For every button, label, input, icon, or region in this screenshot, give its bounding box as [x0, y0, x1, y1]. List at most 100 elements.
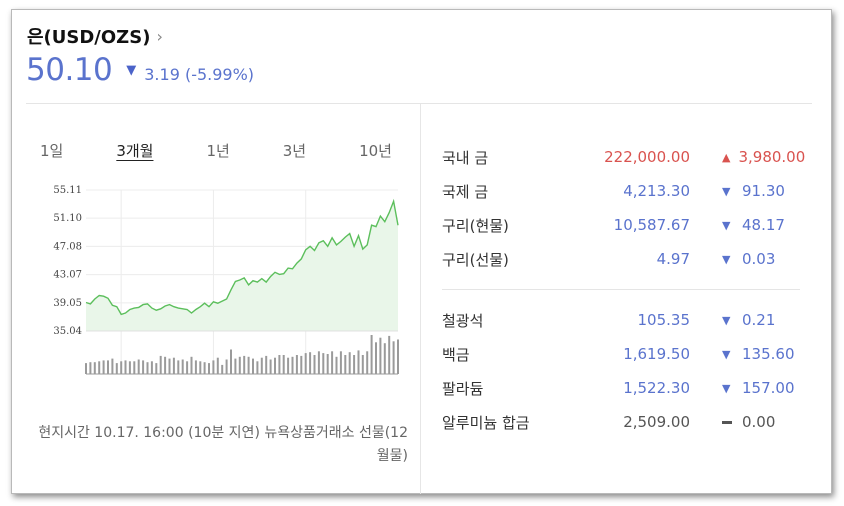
volume-bar — [124, 360, 127, 374]
quote-change-value: 135.60 — [742, 345, 795, 363]
divider — [442, 289, 800, 290]
quote-name[interactable]: 알루미늄 합금 — [442, 413, 530, 432]
volume-bar — [203, 362, 206, 374]
volume-bar — [295, 355, 298, 374]
volume-bar — [85, 363, 87, 374]
volume-bar — [344, 355, 347, 374]
y-tick-label: 39.05 — [53, 298, 82, 309]
quote-row[interactable]: 철광석 105.35 ▼ 0.21 — [442, 303, 812, 337]
volume-bar — [269, 359, 272, 374]
volume-bar — [168, 358, 171, 374]
quote-change: ▼ 48.17 — [690, 216, 802, 234]
volume-bar — [300, 355, 303, 374]
chevron-right-icon[interactable]: › — [156, 26, 163, 46]
volume-bar — [133, 361, 136, 374]
volume-bar — [159, 355, 162, 374]
quote-change: ▼ 0.21 — [690, 311, 802, 329]
volume-bar — [142, 360, 145, 374]
volume-bar — [252, 358, 254, 374]
current-price: 50.10 — [26, 52, 113, 88]
up-triangle-icon: ▲ — [722, 150, 731, 164]
price-chart[interactable]: 55.1151.1047.0843.0739.0535.0408/0109/01… — [36, 175, 406, 375]
tab-1y[interactable]: 1년 — [206, 142, 230, 160]
quote-name[interactable]: 국제 금 — [442, 182, 489, 201]
volume-bar — [199, 361, 202, 374]
volume-bar — [304, 353, 307, 374]
quote-row[interactable]: 구리(현물) 10,587.67 ▼ 48.17 — [442, 208, 812, 242]
quote-value: 1,619.50 — [623, 345, 690, 363]
tab-1d[interactable]: 1일 — [40, 142, 64, 160]
commodity-title[interactable]: 은(USD/OZS) — [27, 27, 151, 48]
volume-bar — [339, 351, 342, 374]
quote-name[interactable]: 국내 금 — [442, 148, 489, 167]
quote-row[interactable]: 국내 금 222,000.00 ▲ 3,980.00 — [442, 140, 812, 174]
tab-10y[interactable]: 10년 — [359, 142, 392, 160]
price-area — [86, 201, 398, 331]
volume-bar — [102, 360, 105, 374]
quote-row[interactable]: 구리(선물) 4.97 ▼ 0.03 — [442, 242, 812, 276]
volume-bar — [234, 358, 237, 374]
volume-bar — [186, 361, 189, 374]
quote-value: 10,587.67 — [613, 216, 690, 234]
volume-bar — [317, 351, 320, 374]
quote-change: ▼ 91.30 — [690, 182, 802, 200]
y-tick-label: 55.11 — [53, 185, 82, 196]
quote-change-value: 48.17 — [742, 216, 785, 234]
quote-change: 0.00 — [690, 413, 802, 431]
volume-bar — [287, 357, 290, 374]
price-change: 3.19 (-5.99%) — [144, 65, 255, 84]
title-row[interactable]: 은(USD/OZS) › — [27, 23, 163, 49]
volume-bar — [383, 343, 386, 374]
quote-name[interactable]: 구리(선물) — [442, 250, 509, 269]
volume-bar — [313, 355, 316, 374]
quote-change: ▼ 135.60 — [690, 345, 802, 363]
quote-change-value: 157.00 — [742, 379, 795, 397]
volume-bar — [172, 357, 175, 374]
quotes-group-metals: 국내 금 222,000.00 ▲ 3,980.00 국제 금 4,213.30 … — [442, 140, 812, 276]
quote-value: 2,509.00 — [623, 413, 690, 431]
down-triangle-icon: ▼ — [722, 347, 731, 361]
quote-name[interactable]: 구리(현물) — [442, 216, 509, 235]
flat-dash-icon — [722, 420, 732, 424]
volume-bar — [225, 359, 228, 374]
divider — [420, 104, 421, 494]
volume-bar — [208, 363, 210, 374]
divider — [26, 103, 812, 104]
tab-3m[interactable]: 3개월 — [116, 142, 154, 160]
down-triangle-icon: ▼ — [722, 184, 731, 198]
volume-bar — [115, 363, 118, 374]
quote-name[interactable]: 철광석 — [442, 311, 484, 330]
volume-bar — [370, 335, 373, 374]
volume-bar — [392, 341, 395, 374]
volume-bar — [361, 355, 364, 374]
volume-bar — [216, 357, 219, 374]
volume-bar — [230, 349, 232, 374]
volume-bar — [326, 354, 329, 374]
y-tick-label: 47.08 — [53, 241, 82, 252]
quote-row[interactable]: 알루미늄 합금 2,509.00 0.00 — [442, 405, 812, 439]
quote-name[interactable]: 백금 — [442, 345, 470, 364]
footnote-line-1: 현지시간 10.17. 16:00 (10분 지연) 뉴욕상품거래소 선물(12 — [38, 425, 408, 441]
footnote-line-2: 월물) — [376, 448, 408, 464]
volume-bar — [120, 361, 123, 374]
volume-bar — [89, 362, 92, 374]
tab-3y[interactable]: 3년 — [282, 142, 307, 160]
volume-bar — [335, 356, 338, 374]
volume-bar — [93, 362, 96, 374]
volume-bar — [388, 335, 391, 374]
volume-bar — [260, 357, 263, 374]
quote-change-value: 0.21 — [742, 311, 776, 329]
quote-name[interactable]: 팔라듐 — [442, 379, 484, 398]
volume-bar — [357, 350, 360, 374]
volume-bar — [177, 360, 180, 374]
quote-row[interactable]: 팔라듐 1,522.30 ▼ 157.00 — [442, 371, 812, 405]
quote-value: 4.97 — [656, 250, 690, 268]
quote-row[interactable]: 백금 1,619.50 ▼ 135.60 — [442, 337, 812, 371]
volume-bar — [98, 361, 101, 374]
down-triangle-icon: ▼ — [722, 218, 731, 232]
volume-bar — [278, 355, 281, 374]
quote-row[interactable]: 국제 금 4,213.30 ▼ 91.30 — [442, 174, 812, 208]
quote-change-value: 91.30 — [742, 182, 785, 200]
y-tick-label: 35.04 — [53, 326, 82, 337]
quote-change: ▼ 0.03 — [690, 250, 802, 268]
